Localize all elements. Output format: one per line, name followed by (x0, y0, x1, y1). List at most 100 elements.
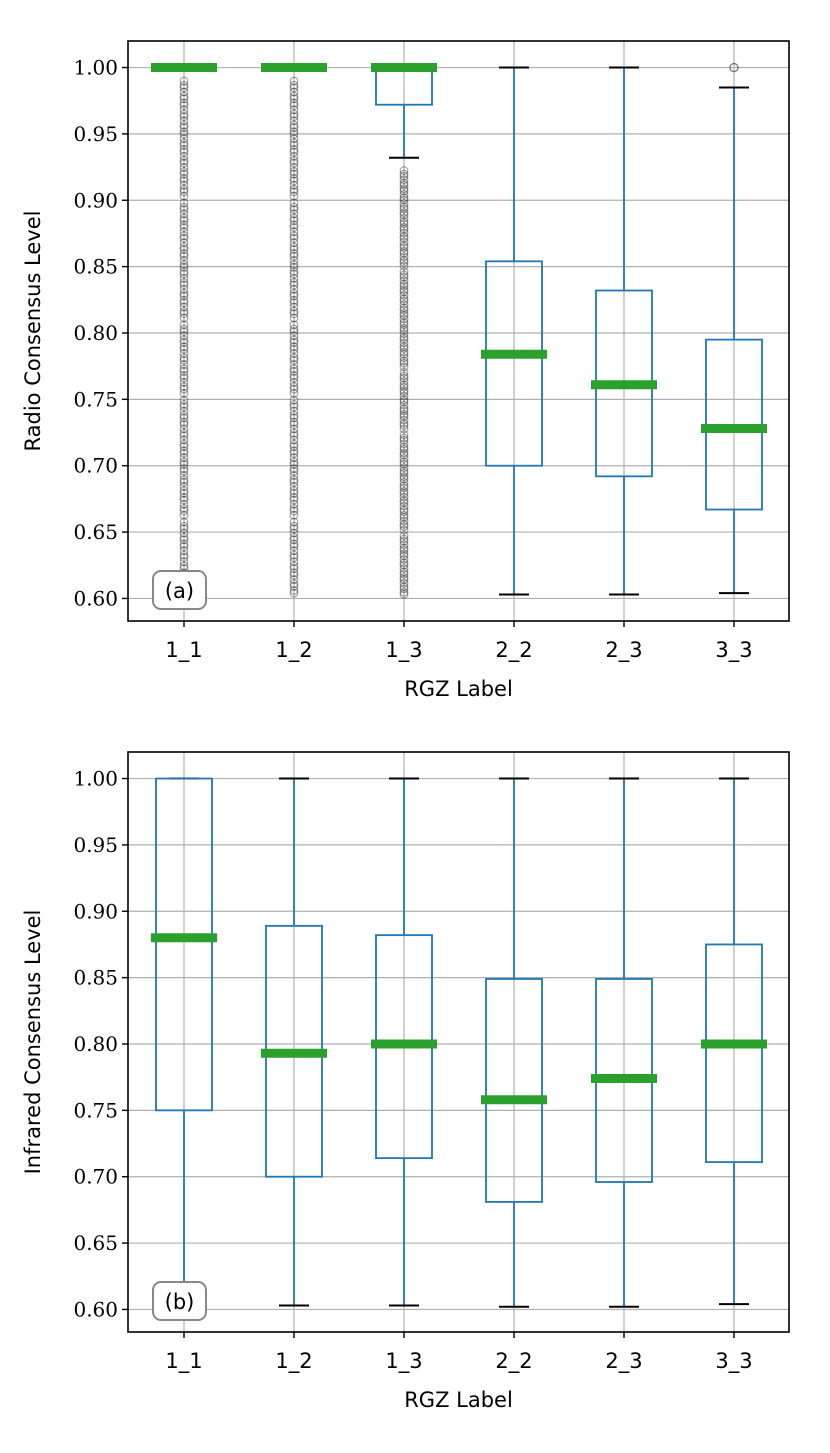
flier-point (289, 377, 299, 387)
flier-point (289, 169, 299, 179)
flier-point (179, 260, 189, 270)
flier-point (399, 391, 409, 401)
flier-point (399, 442, 409, 452)
flier-point (399, 329, 409, 339)
flier-point (179, 373, 189, 383)
flier-point (399, 549, 409, 559)
flier-point (289, 449, 299, 458)
y-tick-label: 0.85 (73, 255, 118, 279)
panel-tag-box (152, 570, 207, 610)
y-tick-label: 0.70 (73, 1165, 118, 1189)
flier-point (399, 349, 409, 359)
flier-point (399, 222, 409, 232)
flier-point (399, 279, 409, 289)
flier-point (179, 202, 189, 212)
box-2_3 (591, 66, 657, 596)
flier-point (399, 267, 409, 276)
flier-point (179, 256, 189, 265)
flier-point (179, 435, 189, 445)
flier-point (289, 180, 299, 190)
flier-point (289, 249, 299, 259)
flier-point (179, 477, 189, 487)
flier-point (289, 499, 299, 509)
flier-point (399, 507, 409, 517)
flier-point (179, 521, 189, 531)
flier-point (399, 272, 409, 282)
flier-point (179, 542, 189, 551)
flier-point (179, 442, 189, 452)
flier-point (399, 353, 409, 363)
flier-point (179, 94, 189, 104)
flier-point (179, 245, 189, 254)
flier-point (289, 145, 299, 154)
x-tick-label: 3_3 (715, 638, 752, 663)
flier-point (179, 249, 189, 259)
flier-point (399, 255, 409, 265)
flier-point (179, 134, 189, 143)
flier-point (289, 550, 299, 560)
flier-point (179, 410, 189, 420)
flier-point (399, 525, 409, 535)
box-3_3 (701, 62, 767, 595)
flier-point (179, 535, 189, 545)
flier-point (289, 162, 299, 172)
flier-point (399, 335, 409, 344)
flier-point (399, 189, 409, 199)
flier-point (399, 373, 409, 383)
flier-point (729, 62, 739, 73)
flier-point (289, 273, 299, 283)
x-tick-label: 2_3 (605, 1349, 642, 1374)
flier-point (179, 493, 189, 502)
y-tick-label: 1.00 (73, 56, 118, 80)
flier-point (179, 417, 189, 427)
flier-point (399, 202, 409, 212)
flier-point (179, 167, 189, 176)
flier-point (179, 123, 189, 132)
flier-point (179, 460, 189, 469)
flier-point (399, 445, 409, 454)
flier-point (399, 575, 409, 585)
flier-point (289, 158, 299, 168)
flier-point (179, 424, 189, 434)
flier-point (179, 539, 189, 549)
flier-point (399, 439, 409, 449)
flier-point (289, 167, 299, 176)
flier-point (289, 80, 299, 90)
flier-point (399, 175, 409, 185)
flier-point (179, 269, 189, 279)
flier-point (179, 439, 189, 449)
flier-point (289, 280, 299, 290)
flier-point (179, 344, 189, 354)
flier-point (179, 324, 189, 334)
flier-point (399, 419, 409, 428)
panel-tag-box (152, 1281, 207, 1321)
y-tick-label: 0.70 (73, 454, 118, 478)
flier-point (399, 305, 409, 315)
iqr-box (705, 943, 763, 1164)
box-2_2 (481, 777, 547, 1308)
flier-point (179, 486, 189, 496)
flier-point (179, 209, 189, 219)
flier-point (289, 234, 299, 243)
flier-point (179, 342, 189, 352)
axes-frame (127, 40, 790, 622)
flier-point (289, 568, 299, 578)
flier-point (179, 105, 189, 115)
box-1_2 (261, 777, 327, 1307)
flier-point (179, 406, 189, 416)
flier-point (289, 87, 299, 97)
flier-point (289, 120, 299, 130)
flier-point (289, 191, 299, 201)
flier-point (289, 477, 299, 487)
flier-point (289, 213, 299, 223)
flier-point (289, 284, 299, 294)
flier-point (399, 243, 409, 253)
flier-point (179, 453, 189, 463)
flier-point (399, 248, 409, 258)
flier-point (399, 213, 409, 223)
flier-point (179, 227, 189, 237)
y-axis-title: Infrared Consensus Level (21, 910, 45, 1175)
flier-point (289, 506, 299, 516)
flier-point (289, 123, 299, 132)
flier-point (399, 276, 409, 285)
